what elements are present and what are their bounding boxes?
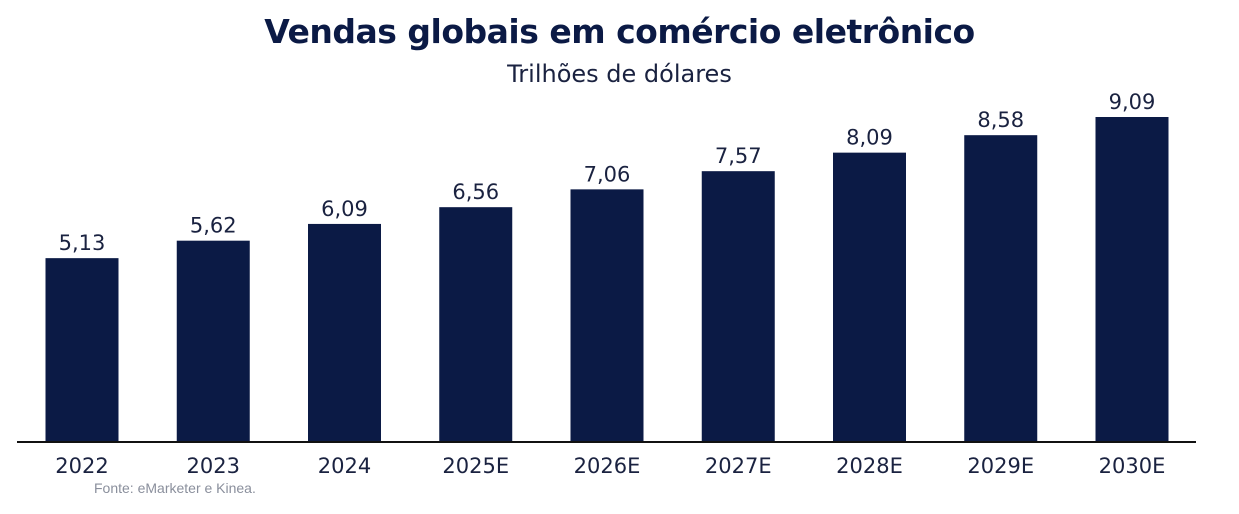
x-tick-label-2024: 2024 <box>318 454 371 478</box>
bar-2025e <box>439 207 513 441</box>
bar-2022 <box>45 258 119 441</box>
x-tick-label-2029e: 2029E <box>967 454 1034 478</box>
bar-2030e <box>1095 117 1169 441</box>
bar-2026e <box>570 189 644 441</box>
data-label-2028e: 8,09 <box>846 126 893 150</box>
data-label-2027e: 7,57 <box>715 144 762 168</box>
x-tick-label-2023: 2023 <box>187 454 240 478</box>
bar-2024 <box>308 223 381 441</box>
bar-2023 <box>176 240 250 441</box>
data-label-2029e: 8,58 <box>977 108 1024 132</box>
source-note: Fonte: eMarketer e Kinea. <box>94 480 256 496</box>
x-tick-label-2028e: 2028E <box>836 454 903 478</box>
chart-title: Vendas globais em comércio eletrônico <box>264 12 975 51</box>
data-label-2030e: 9,09 <box>1109 90 1156 114</box>
data-label-2024: 6,09 <box>321 197 368 221</box>
chart-subtitle: Trilhões de dólares <box>507 60 732 88</box>
bar-2027e <box>701 171 775 441</box>
data-label-2023: 5,62 <box>190 214 237 238</box>
x-tick-label-2026e: 2026E <box>574 454 641 478</box>
x-tick-label-2027e: 2027E <box>705 454 772 478</box>
bar-2028e <box>833 152 906 442</box>
x-tick-label-2025e: 2025E <box>442 454 509 478</box>
x-tick-label-2022: 2022 <box>55 454 108 478</box>
data-label-2026e: 7,06 <box>584 162 631 186</box>
bar-2029e <box>964 135 1038 441</box>
data-label-2022: 5,13 <box>59 231 106 255</box>
x-tick-label-2030e: 2030E <box>1099 454 1166 478</box>
data-label-2025e: 6,56 <box>452 180 499 204</box>
